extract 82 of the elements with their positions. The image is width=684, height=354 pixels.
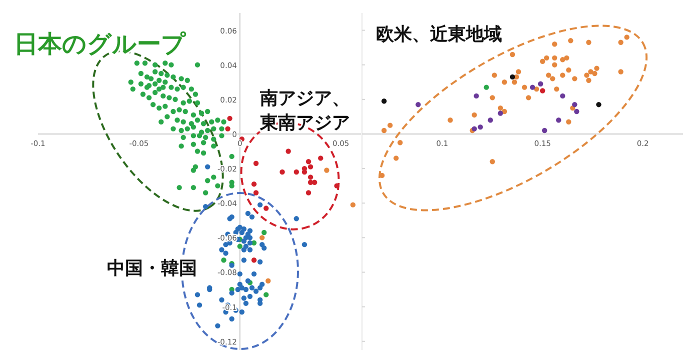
point [398,140,403,146]
point [540,88,546,94]
point [381,128,387,134]
point [564,55,570,61]
point [394,156,399,161]
point [586,40,592,45]
point [542,128,548,134]
point [387,122,393,128]
point [318,156,324,161]
point [308,164,314,170]
point [448,118,453,123]
point [552,55,558,61]
point [584,72,590,78]
point [227,116,232,122]
point [586,78,592,83]
point [490,95,496,100]
point [522,84,528,90]
annotation: 日本のグループ [14,30,187,58]
point [502,80,508,85]
point [350,202,356,208]
point [568,38,574,44]
point [502,108,508,114]
point [264,206,269,211]
point [334,183,340,188]
point [306,190,312,196]
point [306,159,312,164]
point [530,84,536,90]
point [618,40,624,45]
point [534,86,540,92]
point [560,57,566,62]
point [560,93,566,99]
point [280,169,285,175]
point [259,235,265,240]
point [308,174,314,180]
point [526,95,532,100]
point [596,102,602,108]
point [552,62,558,68]
point [266,278,271,284]
point [516,69,522,74]
point [512,80,518,85]
point [416,102,421,108]
point [251,181,257,187]
point [225,126,230,132]
point [381,98,387,104]
point [253,160,259,166]
point [498,110,504,116]
point [474,93,479,99]
point [324,168,330,173]
point [286,148,291,154]
point [510,52,516,58]
point [556,118,562,123]
point [540,58,546,64]
annotation: 中国・韓国 [107,258,197,279]
point [550,76,556,82]
point [492,72,498,78]
point [488,118,493,123]
point [478,124,483,130]
point [544,55,550,61]
point [594,66,600,71]
point [554,86,560,92]
point [624,34,630,40]
point [253,190,259,196]
point [566,67,572,73]
point [294,169,299,175]
point [572,76,578,82]
point [490,159,496,164]
annotation: 欧米、近東地域 [376,24,502,45]
point [484,84,489,90]
point [560,72,566,78]
point [592,70,598,76]
point [572,102,578,108]
point [472,112,477,118]
point [574,108,580,114]
point [251,258,257,263]
point [566,119,572,124]
point [546,72,552,78]
point [510,74,516,80]
point [538,81,544,86]
point [552,42,558,47]
point [588,69,594,74]
point [498,105,504,111]
point [618,69,624,74]
